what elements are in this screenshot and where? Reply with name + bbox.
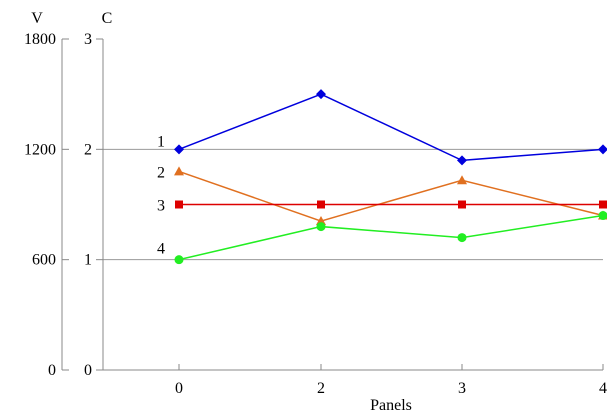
series-group: [174, 89, 607, 265]
c-axis-tick-label: 3: [84, 31, 92, 48]
v-axis-tick-label: 0: [48, 362, 56, 379]
series-label: 4: [157, 241, 165, 258]
x-axis-tick-label: 0: [175, 380, 183, 397]
data-point: [174, 144, 184, 155]
data-point: [457, 175, 467, 185]
data-point: [316, 222, 326, 232]
series-label: 3: [157, 198, 165, 215]
data-point: [458, 200, 466, 209]
v-axis-tick-label: 1200: [24, 141, 56, 158]
data-point: [599, 200, 607, 209]
data-point: [175, 200, 183, 209]
data-point: [316, 216, 326, 226]
grid-lines: [103, 148, 603, 261]
c-axis-tick-label: 1: [84, 252, 92, 269]
data-point: [598, 211, 607, 221]
data-point: [174, 166, 184, 176]
c-axis-tick-label: 2: [84, 141, 92, 158]
series-label: 2: [157, 164, 165, 181]
c-axis-title: C: [102, 10, 113, 27]
series-line-2: [178, 170, 604, 222]
series-line-1: [178, 93, 604, 162]
series-line-4: [178, 214, 604, 261]
v-axis-tick-label: 1800: [24, 31, 56, 48]
data-point: [457, 233, 467, 243]
x-axis-tick-label: 4: [599, 380, 607, 397]
axes: 0 1 2 3 0 600 1200 1800 V C 0 2 3 4 Panels: [24, 10, 607, 414]
data-point: [174, 255, 184, 265]
c-axis-tick-label: 0: [84, 362, 92, 379]
data-point: [317, 200, 325, 209]
data-point: [598, 144, 607, 155]
v-axis-tick-label: 600: [32, 252, 56, 269]
data-point: [316, 89, 326, 100]
x-axis-title: Panels: [370, 397, 412, 414]
v-axis-title: V: [31, 10, 43, 27]
series-label: 1: [157, 133, 165, 150]
labels-group: 1 2 3 4: [157, 133, 165, 257]
data-point: [457, 155, 467, 166]
x-axis-tick-label: 3: [458, 380, 466, 397]
x-axis-tick-label: 2: [317, 380, 325, 397]
